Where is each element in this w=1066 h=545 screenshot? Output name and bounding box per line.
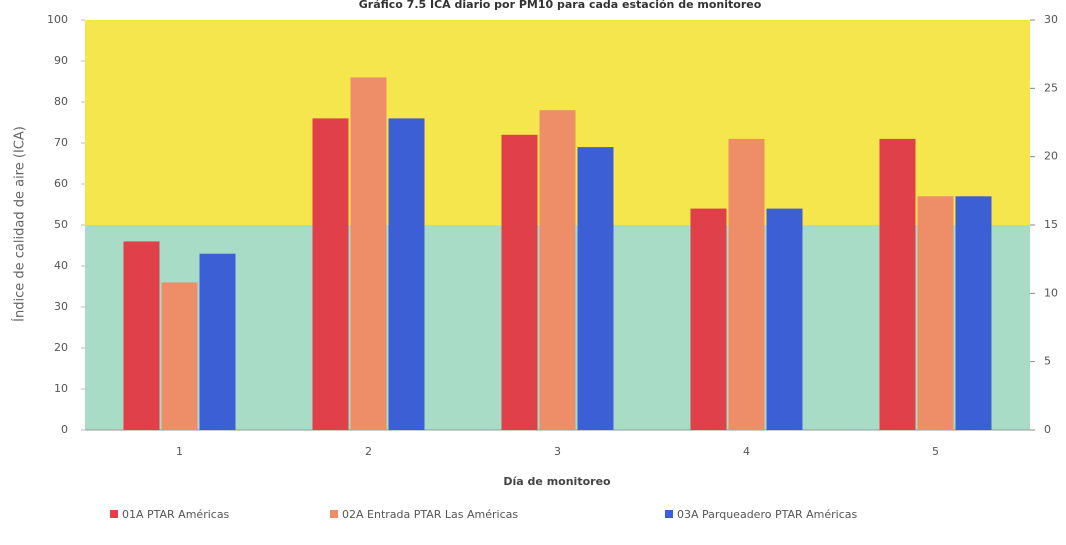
x-axis-title: Día de monitoreo bbox=[503, 475, 611, 488]
y-tick-label: 80 bbox=[54, 95, 68, 108]
legend-swatch bbox=[110, 510, 118, 518]
bar bbox=[690, 208, 727, 430]
bar bbox=[728, 138, 765, 430]
x-tick-label: 1 bbox=[176, 445, 183, 458]
legend-label: 02A Entrada PTAR Las Américas bbox=[342, 508, 518, 521]
y-tick-label: 30 bbox=[54, 300, 68, 313]
bar bbox=[577, 147, 614, 430]
y2-tick-label: 5 bbox=[1044, 355, 1051, 368]
bar bbox=[766, 208, 803, 430]
y-tick-label: 70 bbox=[54, 136, 68, 149]
y-tick-label: 10 bbox=[54, 382, 68, 395]
bar bbox=[123, 241, 160, 430]
y-tick-label: 20 bbox=[54, 341, 68, 354]
bar bbox=[539, 110, 576, 430]
x-tick-label: 3 bbox=[554, 445, 561, 458]
legend-swatch bbox=[330, 510, 338, 518]
y-tick-label: 100 bbox=[47, 13, 68, 26]
x-tick-label: 4 bbox=[743, 445, 750, 458]
y-tick-label: 90 bbox=[54, 54, 68, 67]
bar bbox=[955, 196, 992, 430]
bar bbox=[917, 196, 954, 430]
bar bbox=[879, 138, 916, 430]
legend-label: 03A Parqueadero PTAR Américas bbox=[677, 508, 857, 521]
bar bbox=[350, 77, 387, 431]
y-tick-label: 0 bbox=[61, 423, 68, 436]
y2-tick-label: 20 bbox=[1044, 150, 1058, 163]
bar bbox=[501, 134, 538, 431]
chart-title: Gráfico 7.5 ICA diario por PM10 para cad… bbox=[359, 0, 762, 11]
bar bbox=[312, 118, 349, 431]
legend-swatch bbox=[665, 510, 673, 518]
y-tick-label: 60 bbox=[54, 177, 68, 190]
y2-tick-label: 15 bbox=[1044, 218, 1058, 231]
x-tick-label: 2 bbox=[365, 445, 372, 458]
y2-tick-label: 25 bbox=[1044, 81, 1058, 94]
bar bbox=[388, 118, 425, 431]
y-tick-label: 40 bbox=[54, 259, 68, 272]
y2-tick-label: 0 bbox=[1044, 423, 1051, 436]
bar bbox=[199, 253, 236, 430]
y-tick-label: 50 bbox=[54, 218, 68, 231]
y-axis-title: Índice de calidad de aire (ICA) bbox=[12, 126, 28, 322]
y2-tick-label: 10 bbox=[1044, 286, 1058, 299]
bar bbox=[161, 282, 198, 430]
y2-tick-label: 30 bbox=[1044, 13, 1058, 26]
legend-label: 01A PTAR Américas bbox=[122, 508, 230, 521]
x-tick-label: 5 bbox=[932, 445, 939, 458]
